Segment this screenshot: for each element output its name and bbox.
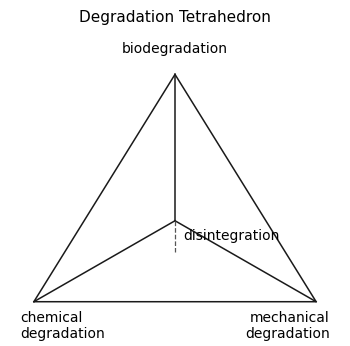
Text: chemical
degradation: chemical degradation bbox=[20, 311, 105, 341]
Title: Degradation Tetrahedron: Degradation Tetrahedron bbox=[79, 10, 271, 25]
Text: biodegradation: biodegradation bbox=[122, 42, 228, 56]
Text: mechanical
degradation: mechanical degradation bbox=[245, 311, 330, 341]
Text: disintegration: disintegration bbox=[183, 229, 280, 243]
